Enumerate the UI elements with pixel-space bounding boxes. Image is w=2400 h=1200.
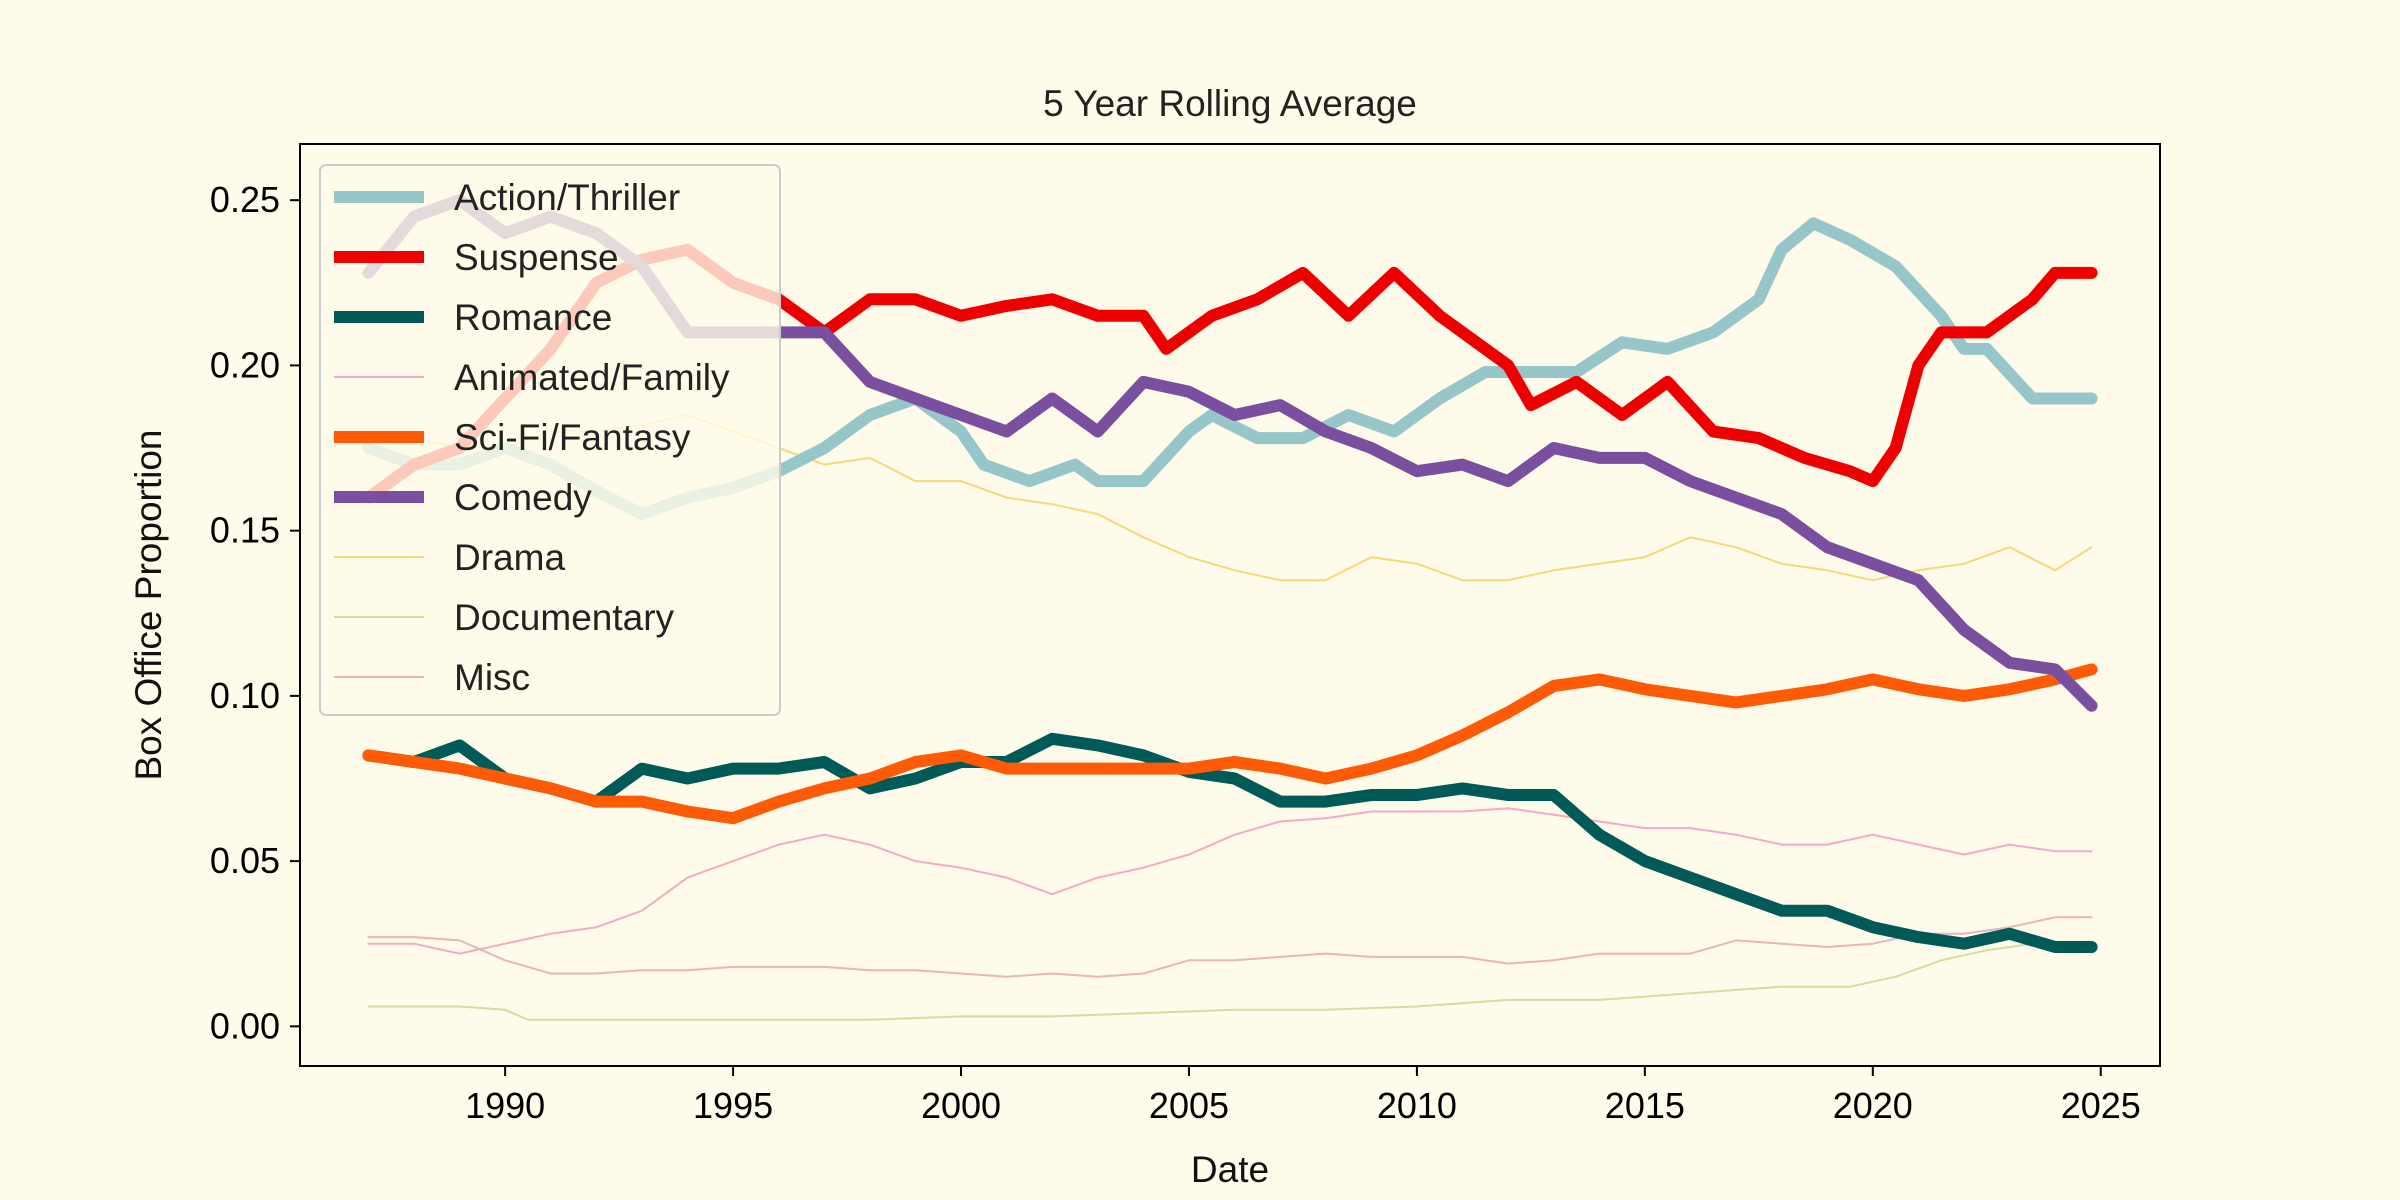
series-line-animated-family <box>367 807 2093 955</box>
x-tick-label: 1995 <box>693 1085 773 1126</box>
legend-label: Suspense <box>454 237 619 278</box>
legend-label: Comedy <box>454 477 592 518</box>
legend-label: Romance <box>454 297 612 338</box>
series-line-misc <box>367 916 2093 978</box>
x-tick-label: 2005 <box>1149 1085 1229 1126</box>
y-tick-label: 0.15 <box>210 510 280 551</box>
x-tick-label: 2010 <box>1377 1085 1457 1126</box>
legend-label: Documentary <box>454 597 675 638</box>
legend-label: Animated/Family <box>454 357 730 398</box>
series-line-sci-fi-fantasy <box>362 663 2098 825</box>
legend-item-comedy: Comedy <box>334 477 592 518</box>
legend-label: Action/Thriller <box>454 177 680 218</box>
series-line-romance <box>362 732 2098 953</box>
x-tick-label: 2020 <box>1833 1085 1913 1126</box>
y-tick-label: 0.10 <box>210 675 280 716</box>
legend-item-romance: Romance <box>334 297 612 338</box>
x-tick-label: 2025 <box>2061 1085 2141 1126</box>
legend-label: Sci-Fi/Fantasy <box>454 417 691 458</box>
legend-item-misc: Misc <box>334 657 530 698</box>
x-tick-label: 2000 <box>921 1085 1001 1126</box>
x-axis: 1990 1995 2000 2005 2010 2015 2020 2025 <box>465 1066 2141 1126</box>
x-tick-label: 2015 <box>1605 1085 1685 1126</box>
legend-item-sci-fi-fantasy: Sci-Fi/Fantasy <box>334 417 691 458</box>
legend-label: Misc <box>454 657 530 698</box>
y-tick-label: 0.20 <box>210 344 280 385</box>
y-tick-label: 0.05 <box>210 840 280 881</box>
legend-box <box>319 164 781 716</box>
legend: Action/Thriller Suspense Romance Animated/F… <box>319 164 781 716</box>
legend-item-animated-family: Animated/Family <box>334 357 730 398</box>
series-line-documentary <box>367 942 2093 1021</box>
legend-item-documentary: Documentary <box>334 597 675 638</box>
y-tick-label: 0.00 <box>210 1005 280 1046</box>
legend-label: Drama <box>454 537 565 578</box>
legend-item-drama: Drama <box>334 537 565 578</box>
legend-item-action-thriller: Action/Thriller <box>334 177 680 218</box>
y-axis-label: Box Office Proportion <box>128 430 169 781</box>
y-axis: 0.00 0.05 0.10 0.15 0.20 0.25 <box>210 179 300 1046</box>
y-tick-label: 0.25 <box>210 179 280 220</box>
legend-item-suspense: Suspense <box>334 237 619 278</box>
chart-title: 5 Year Rolling Average <box>1043 83 1417 124</box>
x-axis-label: Date <box>1191 1149 1269 1190</box>
x-tick-label: 1990 <box>465 1085 545 1126</box>
